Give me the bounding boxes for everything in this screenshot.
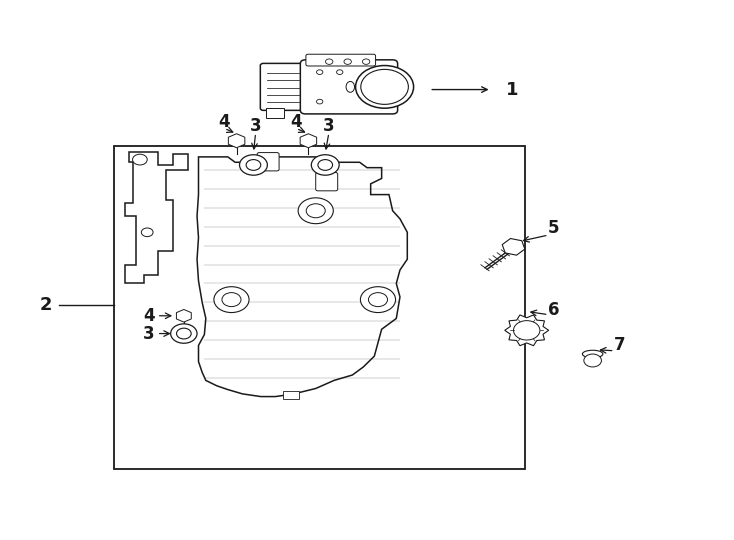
Circle shape	[337, 70, 343, 75]
Polygon shape	[502, 239, 525, 255]
Polygon shape	[126, 152, 187, 284]
Ellipse shape	[582, 350, 603, 358]
Circle shape	[306, 204, 325, 218]
Text: 2: 2	[40, 296, 52, 314]
Polygon shape	[300, 134, 316, 148]
FancyBboxPatch shape	[306, 54, 376, 66]
Bar	[266, 108, 284, 118]
Circle shape	[360, 287, 396, 313]
Bar	[115, 146, 525, 469]
Circle shape	[222, 293, 241, 307]
Circle shape	[325, 59, 333, 64]
Circle shape	[584, 354, 601, 367]
Circle shape	[361, 69, 408, 104]
Circle shape	[318, 160, 333, 170]
Circle shape	[311, 155, 339, 175]
FancyBboxPatch shape	[300, 60, 398, 114]
Ellipse shape	[346, 82, 355, 92]
FancyBboxPatch shape	[257, 153, 279, 171]
Circle shape	[514, 321, 540, 340]
Text: 4: 4	[218, 113, 230, 131]
Bar	[283, 391, 299, 399]
Circle shape	[133, 154, 148, 165]
FancyBboxPatch shape	[261, 63, 306, 110]
Circle shape	[239, 155, 267, 175]
Circle shape	[368, 293, 388, 307]
Circle shape	[363, 59, 370, 64]
Polygon shape	[197, 157, 407, 396]
Circle shape	[142, 228, 153, 237]
Text: 3: 3	[323, 117, 335, 135]
Circle shape	[298, 198, 333, 224]
Text: 6: 6	[548, 301, 559, 319]
Circle shape	[355, 65, 413, 108]
Text: 5: 5	[548, 219, 559, 237]
Text: 7: 7	[614, 336, 625, 354]
Circle shape	[246, 160, 261, 170]
FancyBboxPatch shape	[316, 172, 338, 191]
Polygon shape	[505, 315, 549, 346]
Text: 3: 3	[250, 117, 261, 135]
Polygon shape	[228, 134, 245, 148]
Text: 3: 3	[143, 325, 155, 342]
Text: 1: 1	[506, 80, 519, 99]
Circle shape	[316, 99, 323, 104]
Circle shape	[316, 70, 323, 75]
Text: 4: 4	[290, 113, 302, 131]
Text: 4: 4	[143, 307, 155, 325]
Polygon shape	[176, 309, 192, 322]
Circle shape	[214, 287, 249, 313]
Circle shape	[344, 59, 352, 64]
Circle shape	[171, 324, 197, 343]
Circle shape	[176, 328, 191, 339]
